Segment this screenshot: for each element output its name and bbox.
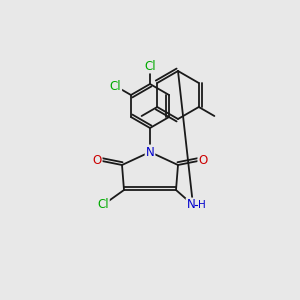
Text: O: O: [92, 154, 102, 166]
Text: O: O: [198, 154, 208, 166]
Text: Cl: Cl: [97, 199, 109, 212]
Text: Cl: Cl: [110, 80, 121, 92]
Text: H: H: [198, 200, 206, 210]
Text: N: N: [187, 199, 195, 212]
Text: N: N: [146, 146, 154, 158]
Text: Cl: Cl: [144, 59, 156, 73]
